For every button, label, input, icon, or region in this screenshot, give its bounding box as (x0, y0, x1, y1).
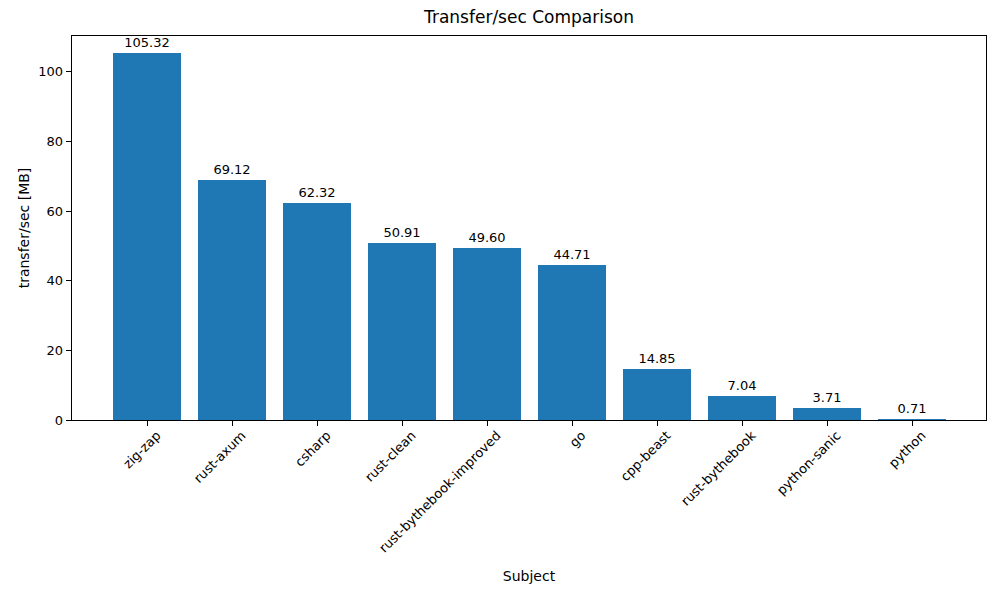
x-axis-label: Subject (71, 568, 987, 585)
y-tick-label: 100 (0, 64, 63, 79)
x-tick-mark (572, 421, 573, 426)
y-tick-mark (66, 350, 71, 351)
x-tick-mark (402, 421, 403, 426)
y-tick-label: 0 (0, 413, 63, 428)
y-tick-mark (66, 71, 71, 72)
x-tick-mark (657, 421, 658, 426)
y-tick-mark (66, 420, 71, 421)
x-tick-mark (827, 421, 828, 426)
y-tick-mark (66, 141, 71, 142)
x-tick-mark (487, 421, 488, 426)
bar-chart-figure: Transfer/sec Comparison 105.3269.1262.32… (0, 0, 1000, 600)
y-tick-mark (66, 280, 71, 281)
y-tick-mark (66, 211, 71, 212)
x-tick-mark (912, 421, 913, 426)
x-tick-mark (147, 421, 148, 426)
ticks-layer: 020406080100zig-zaprust-axumcsharprust-c… (0, 0, 1000, 600)
x-tick-mark (317, 421, 318, 426)
x-tick-mark (742, 421, 743, 426)
y-axis-label: transfer/sec [MB] (14, 78, 34, 378)
x-tick-mark (232, 421, 233, 426)
